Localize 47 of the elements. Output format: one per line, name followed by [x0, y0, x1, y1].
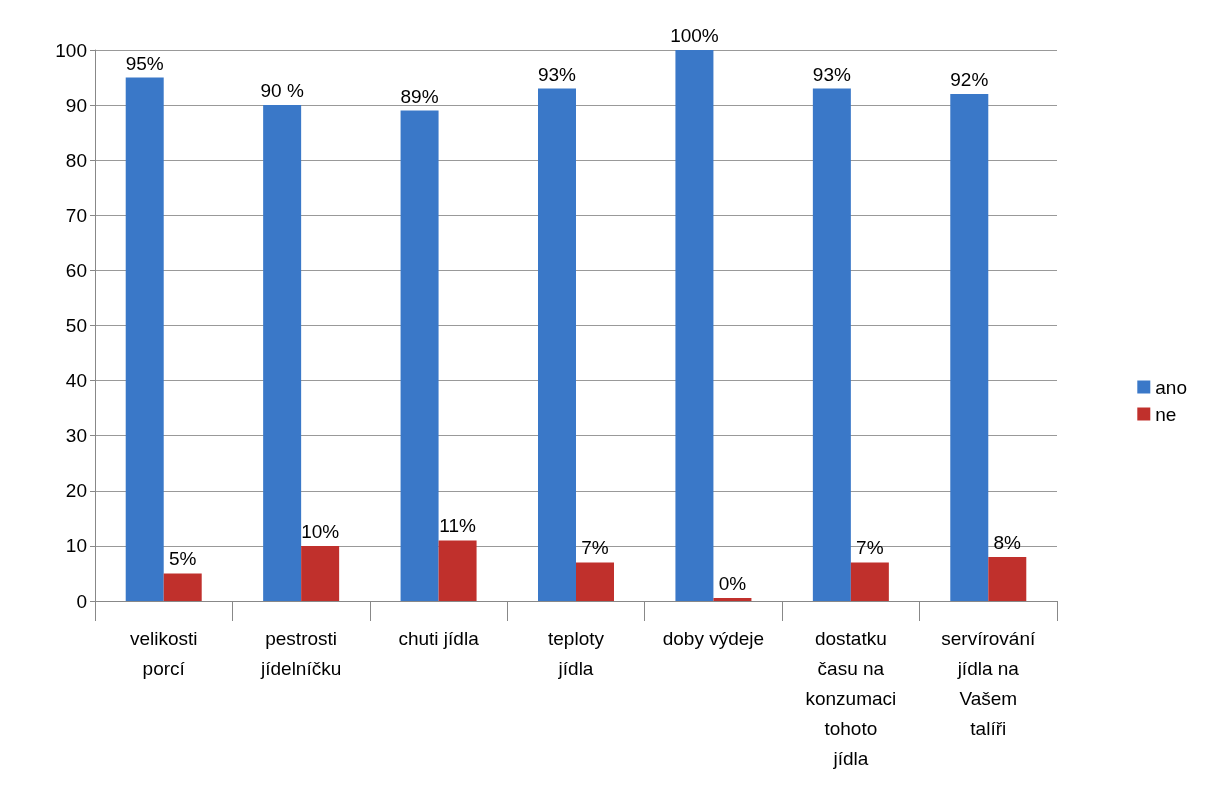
bar	[850, 562, 889, 601]
data-label: 0%	[718, 573, 747, 594]
data-label: 93%	[537, 63, 577, 85]
data-label: 11%	[439, 515, 476, 537]
bar	[125, 77, 164, 601]
x-tick-label: teploty jídla	[548, 627, 605, 679]
legend-label: ano	[1155, 376, 1187, 398]
data-label: 7%	[856, 537, 884, 559]
data-label: 89%	[400, 85, 439, 107]
x-tick-label: doby výdeje	[662, 627, 765, 649]
x-tick-label: chuti jídla	[398, 627, 480, 649]
y-tick-label: 100	[55, 39, 87, 61]
bar	[576, 562, 614, 601]
y-tick-label: 0	[76, 590, 87, 612]
bar	[438, 540, 477, 601]
bar	[263, 105, 302, 601]
x-tick-label: servírování jídla na Vašem talíři	[941, 627, 1036, 739]
y-tick-label: 60	[65, 259, 87, 281]
y-tick-label: 90	[65, 94, 87, 116]
bar	[301, 545, 340, 601]
x-tick-label: dostatku času na konzumaci tohoto jídla	[805, 627, 897, 769]
y-tick-label: 80	[65, 149, 87, 171]
x-tick-label: velikosti porcí	[129, 627, 198, 679]
y-tick-label: 70	[65, 204, 87, 226]
y-tick-label: 50	[65, 315, 87, 336]
bar	[950, 94, 989, 601]
bar	[538, 88, 576, 601]
bar	[988, 556, 1027, 601]
y-tick-label: 40	[65, 370, 87, 392]
data-label: 100%	[670, 25, 719, 46]
bar	[400, 110, 439, 601]
data-label: 95%	[125, 52, 164, 74]
y-tick-label: 30	[65, 425, 87, 447]
y-tick-label: 20	[65, 480, 87, 502]
data-label: 10%	[301, 520, 340, 542]
data-label: 92%	[950, 69, 989, 91]
x-tick-label: pestrosti jídelníčku	[260, 627, 342, 679]
data-label: 5%	[168, 548, 197, 570]
data-label: 93%	[812, 63, 851, 85]
bar	[675, 50, 714, 601]
bar	[812, 88, 851, 601]
data-label: 8%	[993, 531, 1022, 553]
data-label: 7%	[581, 537, 609, 559]
y-tick-label: 10	[65, 535, 87, 557]
data-label: 90 %	[260, 80, 304, 102]
bar	[163, 573, 202, 601]
legend-label: ne	[1155, 403, 1177, 425]
